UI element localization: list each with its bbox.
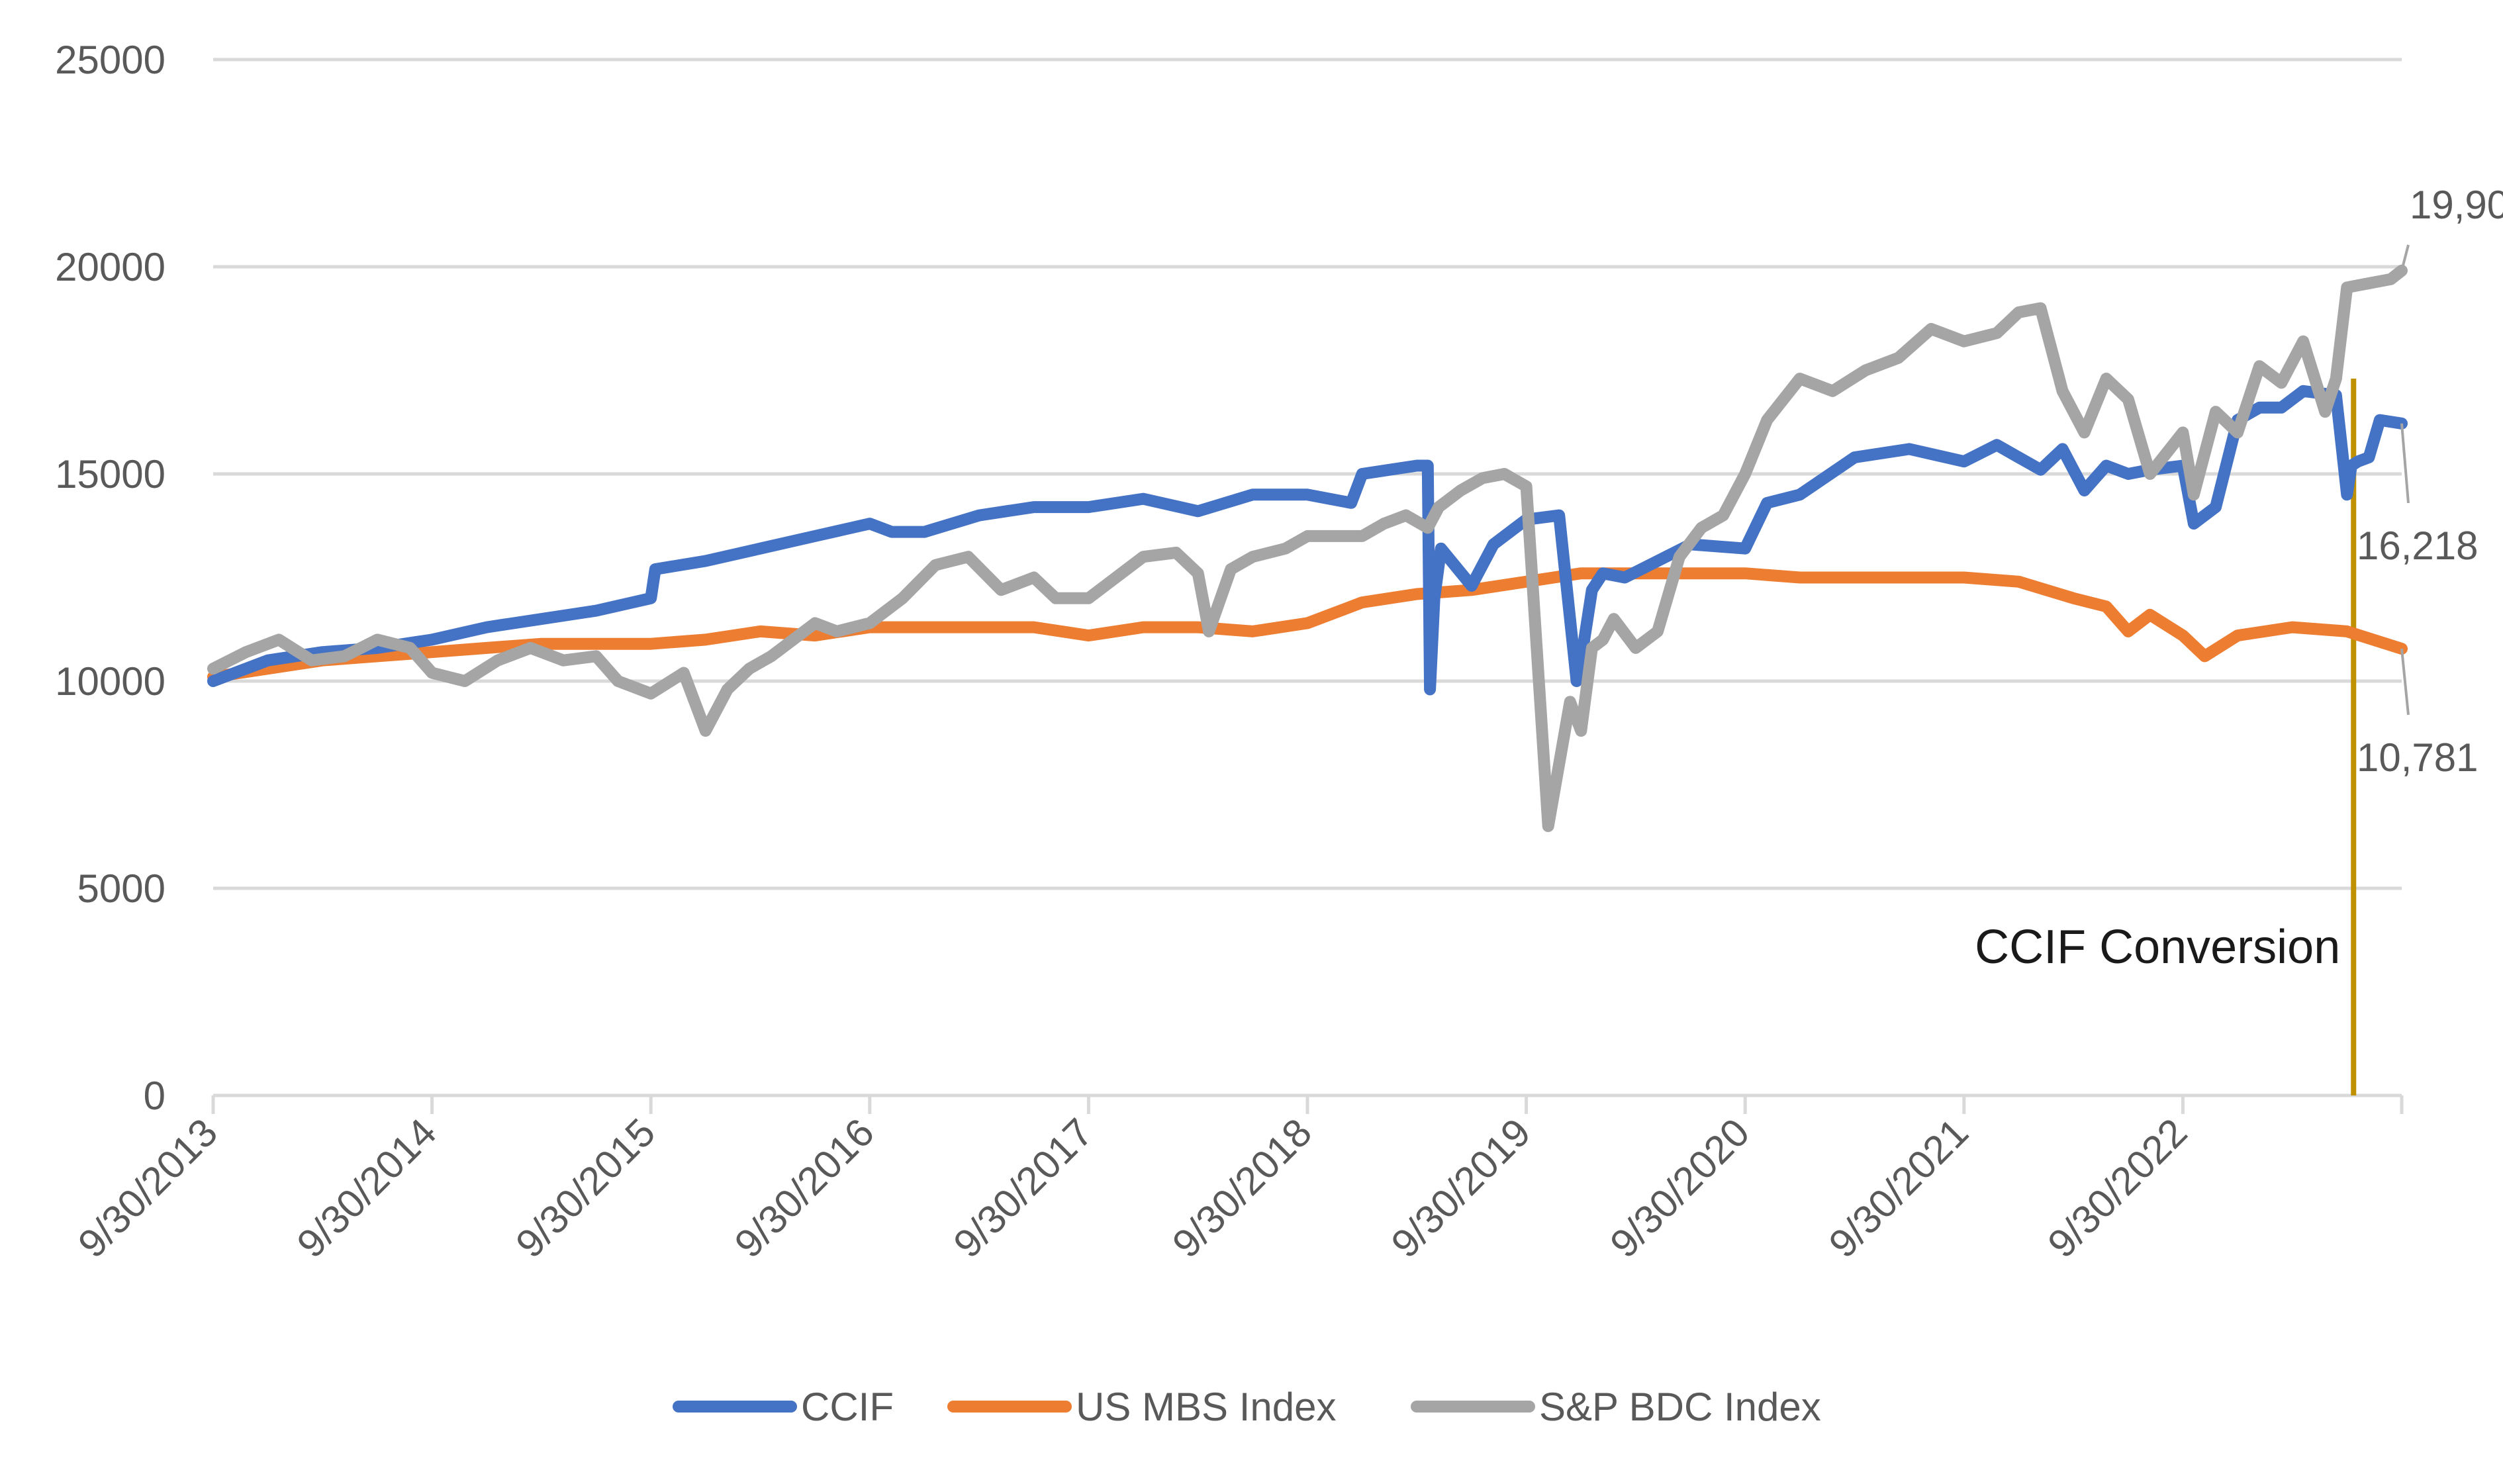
legend-label: CCIF (801, 1385, 894, 1429)
y-tick-label: 0 (144, 1074, 165, 1118)
x-tick-label: 9/30/2019 (1383, 1110, 1539, 1266)
x-tick-label: 9/30/2014 (289, 1110, 445, 1266)
x-tick-label: 9/30/2022 (2039, 1110, 2195, 1266)
legend-label: S&P BDC Index (1539, 1385, 1821, 1429)
y-axis-tick-labels: 0 5000 10000 15000 20000 25000 (55, 38, 165, 1118)
x-tick-label: 9/30/2021 (1820, 1110, 1977, 1266)
series-line-ccif (207, 385, 2408, 696)
y-tick-label: 20000 (55, 245, 165, 289)
x-tick-label: 9/30/2020 (1601, 1110, 1758, 1266)
end-value-label: 19,907 (2410, 183, 2503, 227)
x-tick-label: 9/30/2013 (70, 1110, 226, 1266)
y-tick-label: 5000 (77, 866, 165, 911)
grid-lines (213, 58, 2402, 890)
x-axis: 9/30/2013 9/30/2014 9/30/2015 9/30/2016 9/30… (70, 1093, 2404, 1266)
legend-label: US MBS Index (1076, 1385, 1337, 1429)
x-tick-label: 9/30/2015 (507, 1110, 663, 1266)
y-tick-label: 10000 (55, 659, 165, 704)
x-tick-label: 9/30/2017 (945, 1110, 1101, 1266)
y-tick-label: 15000 (55, 452, 165, 496)
end-value-label: 10,781 (2357, 735, 2479, 780)
y-tick-label: 25000 (55, 38, 165, 82)
series-line-us-mbs-index (207, 567, 2408, 683)
end-label-leader (2400, 648, 2410, 716)
end-label-leader (2400, 423, 2410, 504)
series-lines (207, 264, 2408, 833)
legend: CCIF US MBS Index S&P BDC Index (673, 1385, 1821, 1429)
annotation-layer: CCIF Conversion (1975, 379, 2357, 1095)
end-value-label: 16,218 (2357, 524, 2479, 568)
x-tick-label: 9/30/2018 (1164, 1110, 1320, 1266)
conversion-annotation-label: CCIF Conversion (1975, 921, 2340, 974)
end-value-labels: 19,907 16,218 10,781 (2357, 183, 2503, 780)
series-line-s-p-bdc-index (207, 264, 2408, 833)
end-label-leader (2400, 244, 2410, 271)
x-tick-label: 9/30/2016 (726, 1110, 882, 1266)
